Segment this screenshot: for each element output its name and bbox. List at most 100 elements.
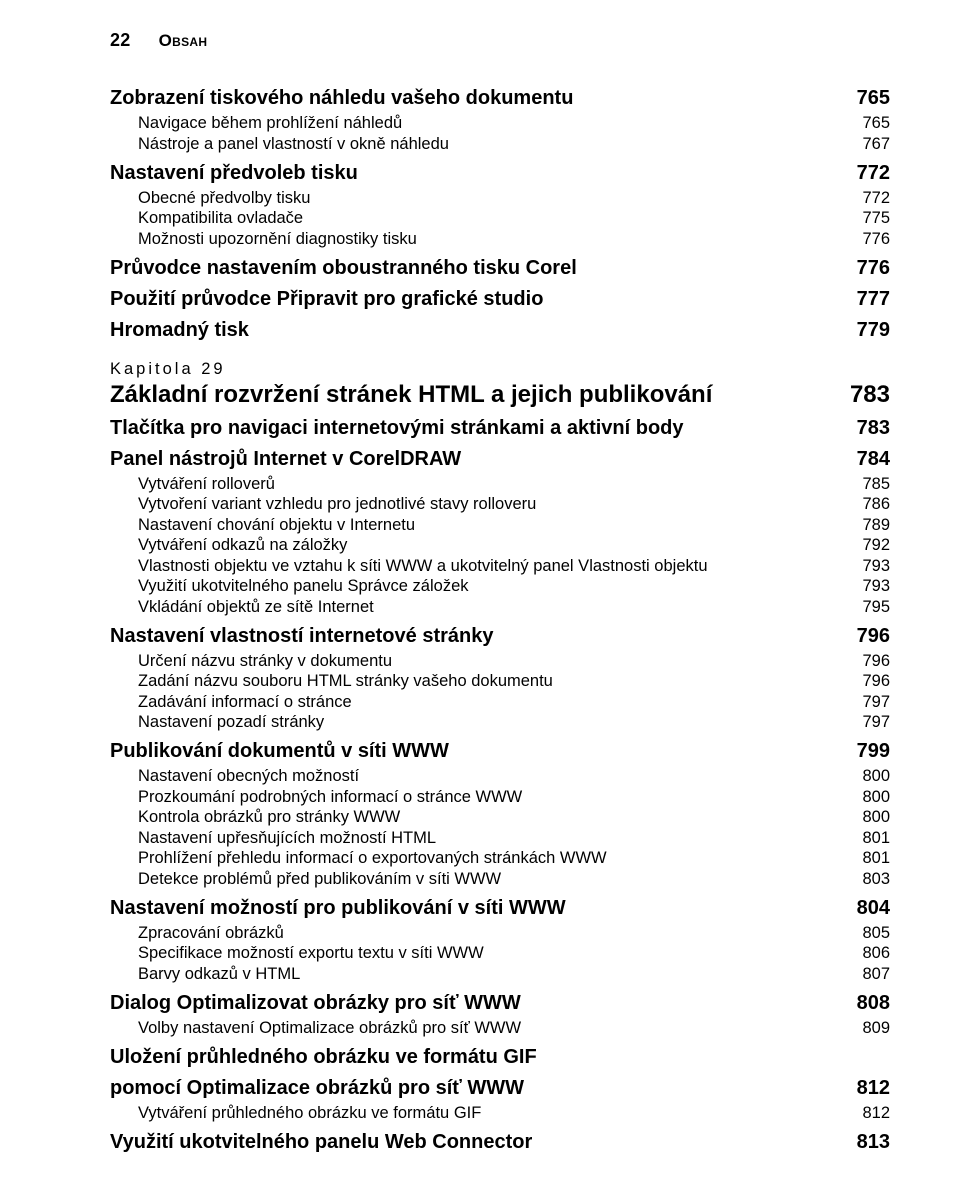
toc-row: Nastavení předvoleb tisku772 bbox=[110, 162, 890, 185]
toc-entry-page: 789 bbox=[840, 516, 890, 535]
toc-entry-title: Hromadný tisk bbox=[110, 319, 840, 342]
chapter-label: Kapitola 29 bbox=[110, 360, 890, 379]
toc-entry-title: Kompatibilita ovladače bbox=[110, 209, 840, 228]
toc-entry-title: Možnosti upozornění diagnostiky tisku bbox=[110, 230, 840, 249]
toc-row: Volby nastavení Optimalizace obrázků pro… bbox=[110, 1019, 890, 1038]
toc-row: Nástroje a panel vlastností v okně náhle… bbox=[110, 135, 890, 154]
toc-entry-title: Panel nástrojů Internet v CorelDRAW bbox=[110, 448, 840, 471]
toc-row: Prozkoumání podrobných informací o strán… bbox=[110, 788, 890, 807]
toc-entry-page: 812 bbox=[840, 1104, 890, 1123]
toc-entry-page: 812 bbox=[840, 1077, 890, 1100]
toc-entry-title: Vlastnosti objektu ve vztahu k síti WWW … bbox=[110, 557, 840, 576]
toc-entry-title: Určení názvu stránky v dokumentu bbox=[110, 652, 840, 671]
toc-entry-page: 772 bbox=[840, 162, 890, 185]
toc-entry-title: Nastavení chování objektu v Internetu bbox=[110, 516, 840, 535]
toc-entry-title: Uložení průhledného obrázku ve formátu G… bbox=[110, 1046, 840, 1069]
toc-entry-title: Nastavení upřesňujících možností HTML bbox=[110, 829, 840, 848]
toc-entry-title: Nastavení možností pro publikování v sít… bbox=[110, 897, 840, 920]
toc-entry-title: Zadání názvu souboru HTML stránky vašeho… bbox=[110, 672, 840, 691]
document-page: 22 Obsah Zobrazení tiskového náhledu vaš… bbox=[0, 0, 960, 1198]
toc-entry-page: 809 bbox=[840, 1019, 890, 1038]
toc-row: Nastavení upřesňujících možností HTML801 bbox=[110, 829, 890, 848]
toc-row: Publikování dokumentů v síti WWW799 bbox=[110, 740, 890, 763]
toc-entry-title: Vytvoření variant vzhledu pro jednotlivé… bbox=[110, 495, 840, 514]
toc-row: Barvy odkazů v HTML807 bbox=[110, 965, 890, 984]
toc-entry-title: Zpracování obrázků bbox=[110, 924, 840, 943]
toc-entry-page: 805 bbox=[840, 924, 890, 943]
toc-entry-title: Nastavení vlastností internetové stránky bbox=[110, 625, 840, 648]
toc-entry-page: 796 bbox=[840, 625, 890, 648]
toc-entry-page: 800 bbox=[840, 808, 890, 827]
toc-row: Vytvoření variant vzhledu pro jednotlivé… bbox=[110, 495, 890, 514]
toc-entry-title: Nastavení předvoleb tisku bbox=[110, 162, 840, 185]
toc-entry-page: 786 bbox=[840, 495, 890, 514]
toc-row: Základní rozvržení stránek HTML a jejich… bbox=[110, 381, 890, 409]
toc-row: Nastavení pozadí stránky797 bbox=[110, 713, 890, 732]
toc-entry-page: 801 bbox=[840, 829, 890, 848]
toc-entry-page: 779 bbox=[840, 319, 890, 342]
toc-entry-title: Použití průvodce Připravit pro grafické … bbox=[110, 288, 840, 311]
page-number: 22 bbox=[110, 30, 131, 51]
toc-entry-title: Využití ukotvitelného panelu Web Connect… bbox=[110, 1131, 840, 1154]
toc-entry-page: 793 bbox=[840, 557, 890, 576]
toc-entry-title: Detekce problémů před publikováním v sít… bbox=[110, 870, 840, 889]
toc-entry-title: Základní rozvržení stránek HTML a jejich… bbox=[110, 381, 840, 409]
toc-entry-page: 792 bbox=[840, 536, 890, 555]
toc-row: Panel nástrojů Internet v CorelDRAW784 bbox=[110, 448, 890, 471]
toc-entry-title: Publikování dokumentů v síti WWW bbox=[110, 740, 840, 763]
toc-row: pomocí Optimalizace obrázků pro síť WWW8… bbox=[110, 1077, 890, 1100]
toc-entry-title: Prohlížení přehledu informací o exportov… bbox=[110, 849, 840, 868]
toc-entry-page: 765 bbox=[840, 114, 890, 133]
toc-entry-page: 772 bbox=[840, 189, 890, 208]
toc-row: Nastavení vlastností internetové stránky… bbox=[110, 625, 890, 648]
toc-row: Vkládání objektů ze sítě Internet795 bbox=[110, 598, 890, 617]
toc-entry-title: Vytváření průhledného obrázku ve formátu… bbox=[110, 1104, 840, 1123]
toc-row: Navigace během prohlížení náhledů765 bbox=[110, 114, 890, 133]
toc-entry-title: Nastavení obecných možností bbox=[110, 767, 840, 786]
toc-row: Prohlížení přehledu informací o exportov… bbox=[110, 849, 890, 868]
toc-row: Vytváření průhledného obrázku ve formátu… bbox=[110, 1104, 890, 1123]
toc-entry-page: 776 bbox=[840, 230, 890, 249]
toc-entry-page: 767 bbox=[840, 135, 890, 154]
header-label: Obsah bbox=[159, 31, 208, 51]
toc-entry-title: Zadávání informací o stránce bbox=[110, 693, 840, 712]
toc-entry-page: 793 bbox=[840, 577, 890, 596]
toc-entry-title: Obecné předvolby tisku bbox=[110, 189, 840, 208]
toc-entry-page: 804 bbox=[840, 897, 890, 920]
toc-row: Využití ukotvitelného panelu Správce zál… bbox=[110, 577, 890, 596]
toc-entry-page: 800 bbox=[840, 767, 890, 786]
toc-entry-title: Využití ukotvitelného panelu Správce zál… bbox=[110, 577, 840, 596]
toc-row: Zadání názvu souboru HTML stránky vašeho… bbox=[110, 672, 890, 691]
toc-entry-page: 803 bbox=[840, 870, 890, 889]
toc-entry-title: Prozkoumání podrobných informací o strán… bbox=[110, 788, 840, 807]
toc-entry-page: 783 bbox=[840, 381, 890, 409]
toc-entry-page: 783 bbox=[840, 417, 890, 440]
toc-row: Nastavení obecných možností800 bbox=[110, 767, 890, 786]
toc-entry-title: Nastavení pozadí stránky bbox=[110, 713, 840, 732]
toc-row: Vytváření odkazů na záložky792 bbox=[110, 536, 890, 555]
toc-entries: Zobrazení tiskového náhledu vašeho dokum… bbox=[110, 87, 890, 1154]
toc-entry-page: 800 bbox=[840, 788, 890, 807]
toc-row: Vlastnosti objektu ve vztahu k síti WWW … bbox=[110, 557, 890, 576]
toc-entry-title: Barvy odkazů v HTML bbox=[110, 965, 840, 984]
toc-entry-title: Volby nastavení Optimalizace obrázků pro… bbox=[110, 1019, 840, 1038]
toc-entry-title: Kontrola obrázků pro stránky WWW bbox=[110, 808, 840, 827]
toc-entry-page: 801 bbox=[840, 849, 890, 868]
toc-entry-title: Vytváření rolloverů bbox=[110, 475, 840, 494]
toc-entry-title: Specifikace možností exportu textu v sít… bbox=[110, 944, 840, 963]
toc-row: Průvodce nastavením oboustranného tisku … bbox=[110, 257, 890, 280]
toc-row: Určení názvu stránky v dokumentu796 bbox=[110, 652, 890, 671]
toc-row: Uložení průhledného obrázku ve formátu G… bbox=[110, 1046, 890, 1069]
toc-entry-page: 775 bbox=[840, 209, 890, 228]
toc-row: Zpracování obrázků805 bbox=[110, 924, 890, 943]
toc-entry-title: Dialog Optimalizovat obrázky pro síť WWW bbox=[110, 992, 840, 1015]
toc-row: Vytváření rolloverů785 bbox=[110, 475, 890, 494]
toc-row: Nastavení chování objektu v Internetu789 bbox=[110, 516, 890, 535]
toc-row: Kontrola obrázků pro stránky WWW800 bbox=[110, 808, 890, 827]
toc-entry-page: 806 bbox=[840, 944, 890, 963]
toc-entry-page: 797 bbox=[840, 713, 890, 732]
toc-row: Nastavení možností pro publikování v sít… bbox=[110, 897, 890, 920]
toc-entry-title: Vytváření odkazů na záložky bbox=[110, 536, 840, 555]
toc-row: Využití ukotvitelného panelu Web Connect… bbox=[110, 1131, 890, 1154]
toc-row: Obecné předvolby tisku772 bbox=[110, 189, 890, 208]
